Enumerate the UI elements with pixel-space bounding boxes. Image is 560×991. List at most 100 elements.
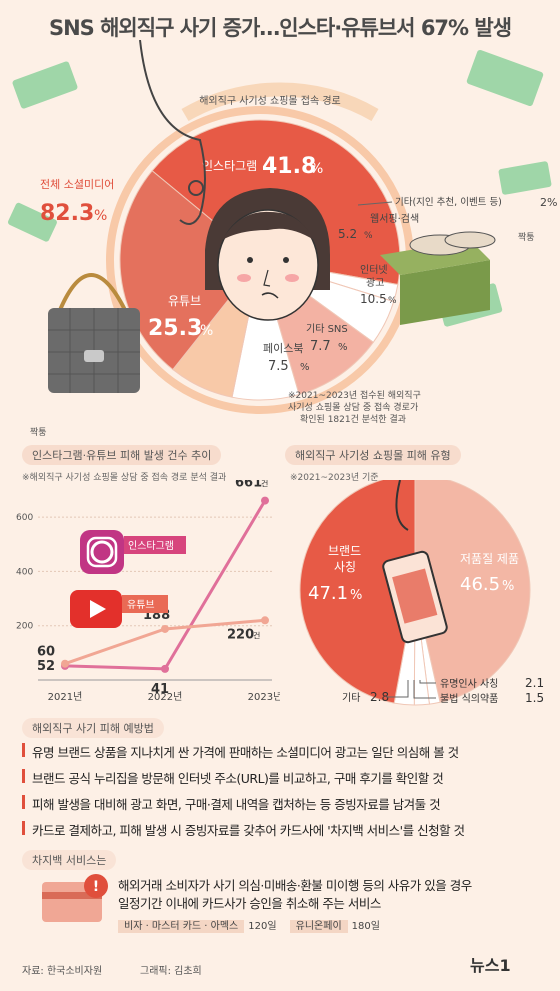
youtube-badge-label: 유튜브: [127, 599, 155, 611]
y-tick-label: 200: [16, 622, 33, 632]
svg-text:!: !: [93, 879, 99, 895]
series-line-0: [64, 499, 267, 671]
signature-right: 짝퉁: [518, 232, 535, 243]
tips-list: 유명 브랜드 상품을 지나치게 싼 가격에 판매하는 소셜미디어 광고는 일단 …: [22, 742, 542, 846]
pie2-svg: 브랜드 사칭 47.1 % 저품질 제품 46.5 % 유명인사 사칭 2.1 …: [299, 480, 544, 706]
slice-label-etc2: 기타: [342, 692, 360, 704]
pie-slice-4: [299, 480, 416, 704]
slice-value-instagram: 41.8: [262, 154, 316, 179]
pie-slice-0: [414, 480, 531, 703]
x-tick-label: 2023년: [248, 691, 280, 703]
pie1-title: 해외직구 사기성 쇼핑몰 접속 경로: [199, 94, 341, 107]
unit-label: 건: [261, 480, 268, 489]
pie2-subtitle: ※2021~2023년 기준: [290, 473, 379, 483]
data-label: 60: [37, 645, 55, 660]
pct-sign: %: [200, 323, 213, 339]
bullet-bar: [22, 769, 25, 783]
slice-label-instagram: 인스타그램: [202, 159, 257, 173]
y-tick-label: 600: [16, 513, 33, 523]
slice-label-other-sns: 기타 SNS: [306, 323, 348, 335]
data-label: 220: [227, 627, 254, 642]
pct-sign: %: [94, 208, 107, 224]
pct-sign: %: [388, 296, 397, 306]
graphic-credit: 그래픽: 김초희: [140, 966, 202, 977]
instagram-badge-label: 인스타그램: [128, 540, 174, 552]
slice-label-youtube: 유튜브: [168, 294, 201, 308]
pie1-note-line3: 확인된 1821건 분석한 결과: [300, 413, 406, 425]
leader-line: [357, 201, 393, 206]
data-point: [61, 659, 69, 668]
tip-text: 카드로 결제하고, 피해 발생 시 증빙자료를 갖추어 카드사에 '차지백 서비…: [32, 823, 465, 838]
tip-item: 유명 브랜드 상품을 지나치게 싼 가격에 판매하는 소셜미디어 광고는 일단 …: [22, 742, 542, 768]
x-tick-label: 2021년: [48, 691, 83, 703]
pct-sign: %: [310, 161, 323, 177]
slice-label-low-quality: 저품질 제품: [460, 552, 519, 566]
slice-value-etc: 2%: [540, 196, 557, 209]
fishhook-icon: [139, 40, 206, 225]
slice-value-other-sns: 7.7: [310, 339, 331, 354]
bullet-bar: [22, 795, 25, 809]
character-face-icon: [205, 188, 330, 321]
pie2-title: 해외직구 사기성 쇼핑몰 피해 유형: [285, 445, 461, 465]
slice-label-brand-2: 사칭: [334, 560, 356, 574]
unit-label: 건: [253, 630, 260, 640]
line-chart-subtitle: ※해외직구 사기성 쇼핑몰 상담 중 접속 경로 분석 결과: [22, 473, 227, 483]
card-brand-visa: 비자 · 마스터 카드 · 아멕스: [118, 920, 245, 933]
data-point: [261, 496, 269, 505]
chargeback-desc-2: 일정기간 이내에 카드사가 승인을 취소해 주는 서비스: [118, 896, 381, 911]
card-days-visa: 120일: [248, 921, 277, 932]
group-label-social: 전체 소셜미디어: [40, 178, 114, 191]
data-label: 41: [151, 682, 169, 697]
pie1-note-line2: 사기성 쇼핑몰 상담 중 접속 경로가: [288, 401, 418, 413]
line-chart-title: 인스타그램·유튜브 피해 발생 건수 추이: [22, 445, 222, 465]
shoebox-icon: [380, 231, 496, 325]
tip-text: 피해 발생을 대비해 광고 화면, 구매·결제 내역을 캡처하는 등 증빙자료를…: [32, 797, 441, 812]
credit-card-icon: !: [42, 874, 108, 922]
card-days-unionpay: 180일: [351, 921, 380, 932]
leader-line: [413, 680, 436, 699]
tips-title: 해외직구 사기 피해 예방법: [22, 718, 164, 738]
bullet-bar: [22, 821, 25, 835]
data-point: [161, 624, 169, 633]
slice-value-low-quality: 46.5: [460, 574, 500, 595]
data-point: [161, 664, 169, 673]
pie-slice-6: [119, 170, 261, 371]
news1-logo: 뉴스1: [470, 952, 511, 976]
slice-value-illegal: 1.5: [525, 691, 544, 705]
slice-value-etc2: 2.8: [370, 690, 389, 704]
tip-item: 브랜드 공식 누리집을 방문해 인터넷 주소(URL)를 비교하고, 구매 후기…: [22, 768, 542, 794]
news1-logo-text: 뉴스1: [470, 956, 511, 975]
tip-text: 유명 브랜드 상품을 지나치게 싼 가격에 판매하는 소셜미디어 광고는 일단 …: [32, 745, 459, 760]
data-label: 661: [235, 480, 262, 491]
slice-label-illegal: 불법 식의약품: [440, 693, 498, 705]
slice-label-brand-1: 브랜드: [328, 544, 361, 558]
pct-sign: %: [338, 342, 348, 353]
instagram-badge: 인스타그램: [80, 530, 186, 574]
pie1-note-line1: ※2021~2023년 접수된 해외직구: [288, 389, 421, 401]
card-terms: 비자 · 마스터 카드 · 아멕스 120일 유니온페이 180일: [118, 914, 384, 933]
slice-label-facebook: 페이스북: [263, 342, 303, 355]
leader-line: [419, 680, 436, 684]
group-value-social: 82.3: [40, 201, 94, 226]
slice-label-web-search: 웹서핑·검색: [370, 213, 419, 225]
signature-left: 짝퉁: [30, 427, 47, 438]
title-arc: [181, 82, 379, 122]
x-tick-label: 2022년: [148, 691, 183, 703]
slice-value-youtube: 25.3: [148, 316, 202, 341]
phone-hook-icon: [382, 480, 448, 644]
chargeback-desc-1: 해외거래 소비자가 사기 의심·미배송·환불 미이행 등의 사유가 있을 경우: [118, 878, 472, 893]
slice-label-internet-ad-1: 인터넷: [360, 264, 388, 276]
tip-item: 카드로 결제하고, 피해 발생 시 증빙자료를 갖추어 카드사에 '차지백 서비…: [22, 820, 542, 846]
slice-label-etc: 기타(지인 추천, 이벤트 등): [395, 197, 502, 208]
slice-label-internet-ad-2: 광고: [366, 277, 384, 289]
bullet-bar: [22, 743, 25, 757]
source-text: 자료: 한국소비자원: [22, 966, 103, 977]
tip-item: 피해 발생을 대비해 광고 화면, 구매·결제 내역을 캡처하는 등 증빙자료를…: [22, 794, 542, 820]
slice-value-internet-ad: 10.5: [360, 292, 387, 306]
chargeback-title: 차지백 서비스는: [22, 850, 117, 870]
pct-sign: %: [502, 579, 514, 594]
slice-value-web-search: 5.2: [338, 227, 357, 241]
tip-text: 브랜드 공식 누리집을 방문해 인터넷 주소(URL)를 비교하고, 구매 후기…: [32, 771, 444, 786]
pct-sign: %: [350, 588, 362, 603]
